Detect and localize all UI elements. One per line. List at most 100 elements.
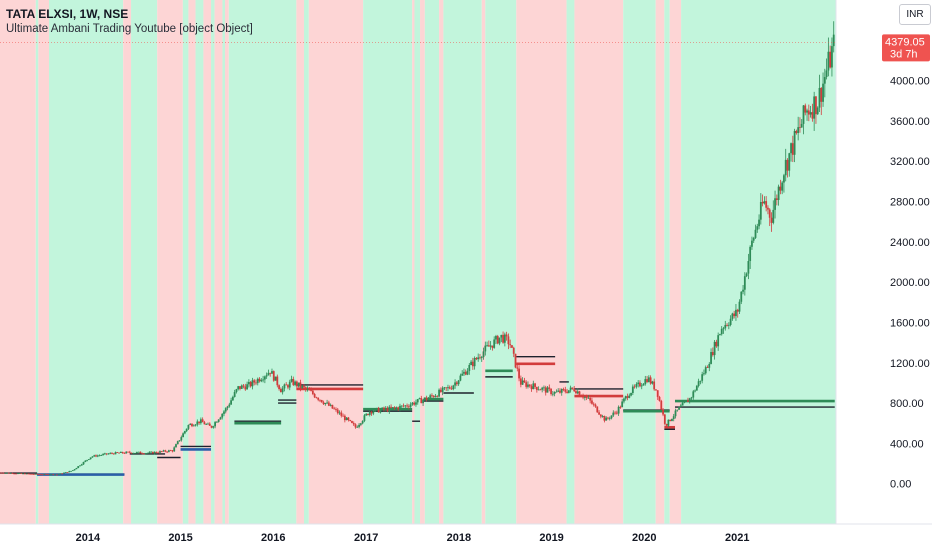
candle-body	[61, 473, 64, 475]
candle-body	[423, 397, 426, 400]
candle-body	[617, 406, 620, 414]
candle-body	[327, 402, 330, 406]
candle-body	[518, 368, 520, 379]
candle-body	[271, 371, 273, 374]
candle-body	[598, 412, 600, 415]
candle-body	[463, 371, 465, 374]
candle-body	[45, 474, 48, 475]
candle-body	[66, 472, 69, 473]
candle-body	[288, 381, 291, 388]
candle-body	[735, 309, 737, 317]
regime-band-bull	[49, 0, 124, 524]
candle-body	[470, 361, 472, 365]
time-axis[interactable]: 2014 2015 2016 2017 2018 2019 2020 2021	[76, 532, 750, 544]
x-tick-label: 2017	[354, 532, 378, 544]
candle-body	[116, 452, 119, 453]
candle-body	[70, 470, 73, 472]
candle-body	[647, 377, 650, 383]
candle-body	[525, 382, 528, 387]
candle-body	[544, 387, 547, 393]
candle-body	[329, 404, 332, 406]
candle-body	[781, 182, 784, 191]
candle-body	[530, 386, 533, 390]
candle-body	[352, 423, 355, 425]
candle-body	[100, 455, 103, 456]
candle-body	[114, 452, 117, 455]
candle-body	[660, 400, 663, 410]
candle-body	[173, 447, 176, 452]
candle-body	[548, 387, 551, 389]
candle-body	[832, 34, 835, 47]
candle-body	[98, 455, 101, 457]
candle-body	[457, 380, 460, 385]
candle-body	[671, 418, 673, 421]
candle-body	[823, 77, 826, 84]
candle-body	[745, 273, 748, 277]
candle-body	[713, 341, 716, 356]
candle-body	[793, 130, 796, 155]
candle-body	[683, 401, 686, 403]
regime-band-bull	[623, 0, 656, 524]
candle-body	[86, 459, 89, 461]
price-axis[interactable]: 0.00 400.00 800.00 1200.00 1600.00 2000.00 240…	[890, 35, 930, 490]
candle-body	[827, 51, 830, 71]
candle-body	[157, 452, 160, 454]
candle-body	[603, 415, 606, 421]
candle-body	[139, 451, 142, 454]
candle-body	[720, 328, 723, 335]
candle-body	[496, 336, 499, 344]
candle-body	[390, 406, 392, 408]
candle-body	[479, 357, 481, 359]
candle-body	[523, 380, 526, 383]
candle-body	[295, 381, 298, 387]
candle-body	[148, 452, 151, 453]
candle-body	[127, 451, 129, 453]
candle-body	[582, 396, 584, 398]
candle-body	[400, 405, 403, 407]
candle-body	[507, 336, 510, 345]
candle-body	[726, 324, 728, 326]
candle-body	[198, 421, 200, 424]
symbol-title[interactable]: TATA ELXSI, 1W, NSE	[6, 7, 129, 21]
candle-body	[484, 345, 487, 352]
candle-body	[665, 423, 668, 426]
candle-body	[599, 414, 602, 417]
candle-body	[281, 388, 284, 393]
candle-body	[630, 392, 632, 396]
candle-body	[237, 386, 240, 390]
candle-body	[818, 87, 821, 108]
candle-body	[256, 378, 259, 384]
candle-body	[372, 411, 375, 414]
candle-body	[260, 380, 263, 382]
currency-button[interactable]: INR	[899, 4, 931, 25]
candle-body	[162, 450, 165, 452]
candle-body	[438, 389, 440, 397]
candle-body	[566, 391, 568, 393]
candle-body	[301, 385, 304, 388]
price-tag: 4379.05 3d 7h	[882, 34, 930, 62]
candle-body	[626, 396, 629, 398]
candle-body	[688, 398, 691, 403]
regime-band-bull	[131, 0, 158, 524]
y-tick-label: 2400.00	[890, 237, 930, 249]
regime-band-bear	[412, 0, 415, 524]
candle-body	[573, 388, 576, 392]
candle-body	[455, 382, 458, 385]
candle-body	[553, 392, 556, 394]
candle-body	[692, 391, 695, 398]
candle-body	[399, 405, 401, 410]
candle-body	[743, 276, 746, 290]
candle-body	[199, 419, 202, 424]
candle-body	[251, 380, 254, 387]
candle-body	[27, 473, 30, 475]
regime-band-bull	[182, 0, 189, 524]
indicator-title[interactable]: Ultimate Ambani Trading Youtube [object …	[6, 23, 253, 35]
candle-body	[576, 391, 579, 394]
candle-body	[527, 384, 529, 387]
candle-body	[811, 112, 814, 119]
regime-band-bear	[481, 0, 486, 524]
candle-body	[84, 460, 87, 462]
candle-body	[512, 347, 515, 354]
